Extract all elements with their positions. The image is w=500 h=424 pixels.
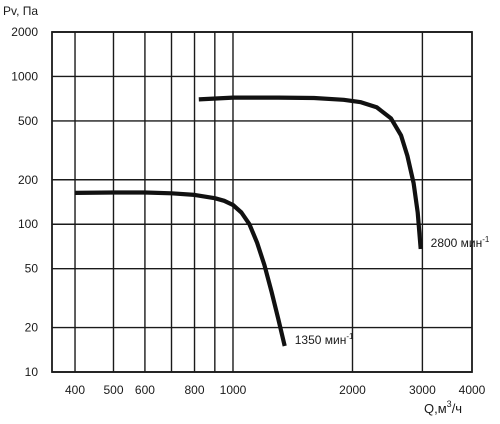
- x-tick-label: 1000: [220, 383, 247, 397]
- x-tick-label: 2000: [339, 383, 366, 397]
- series-line-1: [74, 190, 287, 347]
- series-line-2: [198, 95, 423, 250]
- x-axis-label-rest: /ч: [452, 401, 462, 416]
- x-tick-label: 3000: [409, 383, 436, 397]
- x-tick-label: 600: [135, 383, 155, 397]
- x-axis-label-main: Q,м: [424, 401, 447, 416]
- plot-frame: [51, 31, 473, 373]
- y-tick-label: 100: [18, 217, 38, 231]
- series-label-2: 2800 мин-1: [431, 235, 490, 250]
- x-tick-label: 500: [103, 383, 123, 397]
- y-axis-label: Pv, Па: [3, 4, 38, 18]
- x-tick-label: 800: [185, 383, 205, 397]
- series-label-1: 1350 мин-1: [295, 332, 354, 347]
- x-tick-label: 4000: [459, 383, 486, 397]
- y-tick-label: 10: [25, 365, 39, 379]
- x-axis-label-sup: 3: [447, 399, 452, 409]
- y-tick-label: 2000: [11, 25, 38, 39]
- y-tick-label: 500: [18, 114, 38, 128]
- grid-lines: [52, 31, 472, 373]
- y-tick-label: 50: [25, 262, 39, 276]
- y-tick-label: 200: [18, 173, 38, 187]
- y-tick-labels: 10 20 50 100 200 500 1000 2000: [11, 25, 38, 379]
- series-label-main: 2800 мин: [431, 236, 483, 250]
- x-tick-label: 400: [65, 383, 85, 397]
- series-label-sup: -1: [346, 332, 354, 341]
- y-tick-label: 20: [25, 321, 39, 335]
- series-label-sup: -1: [482, 235, 490, 244]
- x-tick-labels: 400 500 600 800 1000 2000 3000 4000: [65, 383, 486, 397]
- x-axis-label: Q,м3/ч: [424, 399, 462, 416]
- y-tick-label: 1000: [11, 69, 38, 83]
- series-label-main: 1350 мин: [295, 333, 347, 347]
